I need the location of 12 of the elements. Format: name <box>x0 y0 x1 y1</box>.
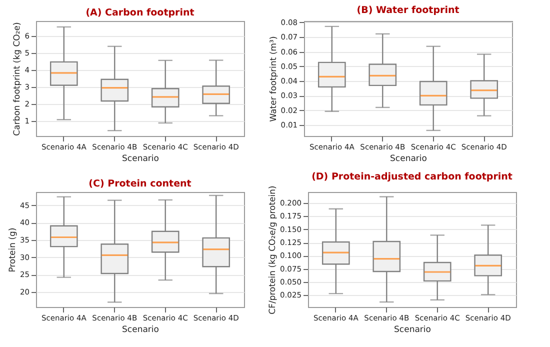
chart-title: (D) Protein-adjusted carbon footprint <box>312 172 513 183</box>
y-axis-title: Protein (g) <box>8 228 18 272</box>
chart-title: (A) Carbon footprint <box>86 8 195 18</box>
x-axis-title: Scenario <box>394 325 431 335</box>
x-axis-title: Scenario <box>122 154 159 164</box>
y-axis-title: CF/protein (kg CO₂e/g protein) <box>268 186 278 314</box>
chart-title: (B) Water footprint <box>356 4 460 16</box>
y-axis-title: Water footprint (m³) <box>268 36 279 122</box>
y-axis-title: Carbon footprint (kg CO₂e) <box>12 22 23 136</box>
chart-title: (C) Protein content <box>88 178 192 190</box>
x-axis-title: Scenario <box>122 325 159 335</box>
x-axis-title: Scenario <box>390 154 427 164</box>
